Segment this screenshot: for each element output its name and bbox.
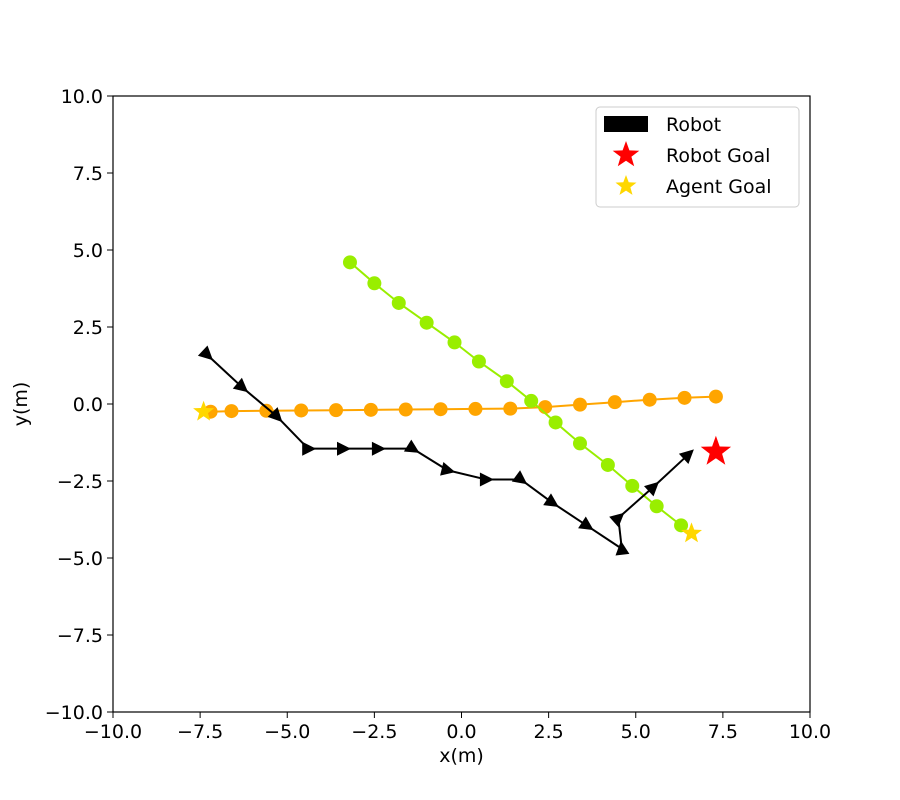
agent-point: [342, 255, 357, 270]
agent-point: [447, 335, 462, 350]
agent-point: [625, 478, 640, 493]
agent-point: [572, 397, 587, 412]
robot-trajectory: [197, 345, 694, 556]
axis-ticks: −10.0 −7.5 −5.0 −2.5 0.0 2.5 5.0 7.5 10.0 −10.0 −7…: [45, 86, 831, 743]
agent-point: [294, 403, 309, 418]
robot-heading-marker: [371, 441, 386, 456]
agent-trajectory: [342, 255, 689, 533]
agent-point: [600, 457, 615, 472]
y-tick-label: 2.5: [73, 317, 103, 339]
agent-point: [419, 315, 434, 330]
agent-point: [572, 436, 587, 451]
x-tick-label: −2.5: [351, 721, 397, 743]
robot-heading-marker: [337, 441, 351, 456]
legend-entry-label: Robot Goal: [666, 145, 770, 167]
x-tick-label: 7.5: [708, 721, 738, 743]
robot-heading-marker: [232, 377, 249, 393]
agent-goal-star: [681, 522, 702, 543]
y-tick-label: −10.0: [45, 702, 103, 724]
agent-point: [548, 415, 563, 430]
agent-point: [649, 499, 664, 514]
agent-point: [677, 390, 692, 405]
robot-heading-marker: [267, 407, 283, 423]
agent-point: [433, 402, 448, 417]
robot-heading-marker: [511, 470, 528, 485]
x-tick-label: −7.5: [177, 721, 223, 743]
robot-heading-marker: [678, 449, 694, 464]
agent-point: [363, 402, 378, 417]
robot-heading-marker: [578, 516, 594, 531]
robot-path-segment: [652, 454, 689, 488]
robot-heading-marker: [615, 540, 630, 556]
robot-heading-marker: [403, 439, 420, 453]
agent-point: [468, 401, 483, 416]
y-tick-label: 10.0: [61, 86, 103, 108]
agent-point: [259, 403, 274, 418]
agent-point: [674, 518, 689, 533]
agent-goal-star: [193, 400, 215, 421]
agent-point: [391, 295, 406, 310]
agent-trajectory: [203, 389, 723, 419]
agent-point: [503, 401, 518, 416]
legend-entry-label: Agent Goal: [666, 176, 772, 198]
x-tick-label: 0.0: [446, 721, 476, 743]
y-tick-label: −5.0: [57, 548, 103, 570]
robot-heading-marker: [479, 472, 494, 487]
y-tick-label: −7.5: [57, 625, 103, 647]
x-tick-label: 10.0: [789, 721, 831, 743]
legend-star-swatch: [612, 141, 640, 167]
x-tick-label: −10.0: [84, 721, 142, 743]
agent-point: [329, 403, 344, 418]
agent-point: [607, 395, 622, 410]
x-tick-label: −5.0: [264, 721, 310, 743]
agent-point: [471, 354, 486, 369]
agent-point: [499, 374, 514, 389]
agent-path-line: [210, 395, 716, 413]
legend-robot-swatch: [604, 116, 648, 132]
robot-heading-marker: [644, 481, 659, 497]
agent-point: [708, 389, 723, 404]
agent-point: [398, 402, 413, 417]
y-tick-label: 5.0: [73, 240, 103, 262]
agent-point: [524, 393, 539, 408]
y-axis-label: y(m): [10, 382, 32, 427]
robot-heading-marker: [302, 441, 317, 456]
robot-heading-marker: [440, 462, 456, 476]
legend-star-swatch: [615, 175, 637, 195]
x-tick-label: 2.5: [534, 721, 564, 743]
robot-goal-star: [700, 435, 732, 465]
robot-heading-marker: [609, 512, 625, 528]
y-tick-label: −2.5: [57, 471, 103, 493]
x-axis-label: x(m): [439, 745, 484, 767]
y-tick-label: 0.0: [73, 394, 103, 416]
legend-entry-label: Robot: [666, 114, 721, 136]
agent-point: [642, 392, 657, 407]
plot-content: [193, 255, 732, 556]
legend: Robot Robot Goal Agent Goal: [595, 106, 800, 208]
robot-heading-marker: [543, 493, 559, 507]
agent-point: [367, 276, 382, 291]
robot-heading-marker: [197, 345, 213, 361]
agent-point: [224, 404, 239, 419]
x-tick-label: 5.0: [621, 721, 651, 743]
y-tick-label: 7.5: [73, 163, 103, 185]
